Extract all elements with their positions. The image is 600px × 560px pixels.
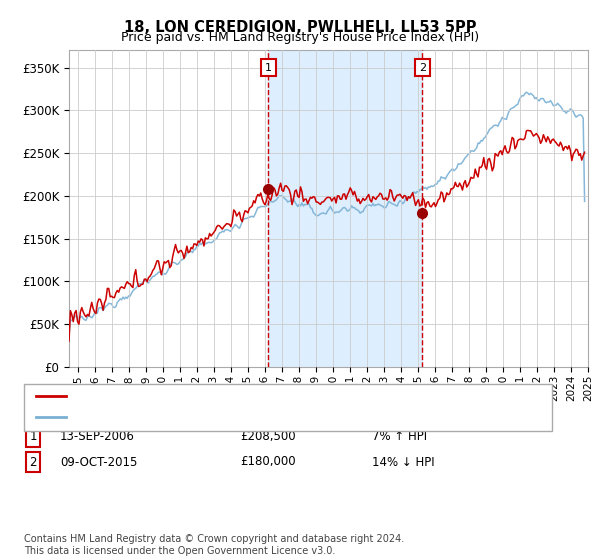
Text: 13-SEP-2006: 13-SEP-2006 [60, 430, 135, 444]
Text: Contains HM Land Registry data © Crown copyright and database right 2024.
This d: Contains HM Land Registry data © Crown c… [24, 534, 404, 556]
Text: 09-OCT-2015: 09-OCT-2015 [60, 455, 137, 469]
Text: Price paid vs. HM Land Registry's House Price Index (HPI): Price paid vs. HM Land Registry's House … [121, 31, 479, 44]
Text: 1: 1 [29, 430, 37, 444]
Text: HPI: Average price, detached house, Gwynedd: HPI: Average price, detached house, Gwyn… [78, 410, 352, 424]
Text: 7% ↑ HPI: 7% ↑ HPI [372, 430, 427, 444]
Text: 2: 2 [29, 455, 37, 469]
Bar [268, 50, 422, 367]
Text: 18, LON CEREDIGION, PWLLHELI, LL53 5PP (detached house): 18, LON CEREDIGION, PWLLHELI, LL53 5PP (… [78, 389, 436, 403]
Text: £208,500: £208,500 [240, 430, 296, 444]
Text: £180,000: £180,000 [240, 455, 296, 469]
Text: 1: 1 [265, 63, 272, 72]
Text: 2: 2 [419, 63, 426, 72]
Text: 14% ↓ HPI: 14% ↓ HPI [372, 455, 434, 469]
Text: 18, LON CEREDIGION, PWLLHELI, LL53 5PP: 18, LON CEREDIGION, PWLLHELI, LL53 5PP [124, 20, 476, 35]
